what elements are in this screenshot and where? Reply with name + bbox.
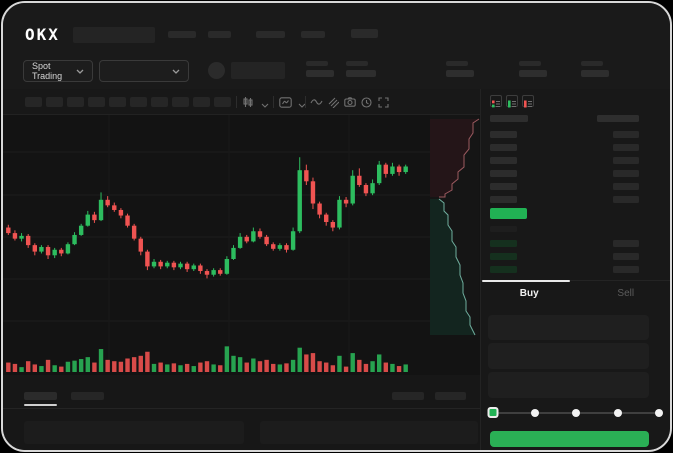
- timeframe-button-placeholder[interactable]: [88, 97, 105, 107]
- ob-amount-placeholder: [613, 157, 639, 164]
- timeframe-button-placeholder[interactable]: [109, 97, 126, 107]
- chevron-down-icon[interactable]: [258, 98, 272, 112]
- ob-price-placeholder[interactable]: [490, 144, 517, 151]
- ob-amount-placeholder: [613, 144, 639, 151]
- ob-header-price-placeholder: [490, 115, 528, 122]
- stat-value-placeholder: [519, 70, 547, 77]
- divider: [3, 408, 480, 409]
- trade-tab-bar: Buy Sell: [481, 280, 670, 306]
- nav-item-placeholder: [168, 31, 196, 38]
- ob-price-placeholder[interactable]: [490, 131, 517, 138]
- trend-line-icon[interactable]: [309, 95, 323, 109]
- timeframe-button-placeholder[interactable]: [46, 97, 63, 107]
- tab-buy[interactable]: Buy: [481, 280, 578, 306]
- timeframe-button-placeholder[interactable]: [130, 97, 147, 107]
- stat-value-placeholder: [306, 70, 334, 77]
- history-table-placeholder: [260, 421, 478, 444]
- top-header: OKX Spot Trading: [3, 3, 670, 89]
- chevron-down-icon[interactable]: [295, 98, 309, 112]
- ob-price-placeholder[interactable]: [490, 170, 517, 177]
- chart-toolbar: [3, 89, 480, 115]
- nav-item-placeholder: [301, 31, 325, 38]
- indicators-icon[interactable]: [278, 95, 292, 109]
- market-type-label: Spot Trading: [32, 61, 63, 81]
- timeframe-button-placeholder[interactable]: [151, 97, 168, 107]
- stat-label-placeholder: [519, 61, 541, 66]
- timeframe-button-placeholder[interactable]: [193, 97, 210, 107]
- coin-icon-placeholder: [208, 62, 225, 79]
- slider-stop-25[interactable]: [530, 409, 539, 417]
- market-type-dropdown[interactable]: Spot Trading: [23, 60, 93, 82]
- ob-price-placeholder[interactable]: [490, 253, 517, 260]
- ob-amount-placeholder: [613, 266, 639, 273]
- stat-value-placeholder: [581, 70, 609, 77]
- slider-stop-50[interactable]: [572, 409, 580, 417]
- bottom-tab-placeholder[interactable]: [71, 392, 104, 400]
- order-book-panel: Buy Sell: [480, 89, 670, 450]
- fullscreen-icon[interactable]: [376, 95, 390, 109]
- tab-sell[interactable]: Sell: [617, 288, 635, 299]
- okx-logo: OKX: [25, 25, 60, 44]
- ob-price-placeholder[interactable]: [490, 157, 517, 164]
- ob-amount-placeholder: [613, 131, 639, 138]
- bottom-action-placeholder[interactable]: [435, 392, 466, 400]
- nav-item-placeholder: [351, 29, 378, 38]
- stat-value-placeholder: [346, 70, 376, 77]
- stat-label-placeholder: [581, 61, 603, 66]
- nav-item-placeholder: [208, 31, 231, 38]
- slider-stop-75[interactable]: [613, 409, 622, 417]
- stat-label-placeholder: [446, 61, 468, 66]
- ob-price-placeholder[interactable]: [490, 266, 517, 273]
- chevron-down-icon: [76, 69, 84, 74]
- ob-price-placeholder[interactable]: [490, 196, 517, 203]
- timeframe-button-placeholder[interactable]: [172, 97, 189, 107]
- slider-stop-100[interactable]: [655, 409, 663, 417]
- search-placeholder: [73, 27, 155, 43]
- amount-input-placeholder[interactable]: [488, 343, 649, 369]
- chevron-down-icon: [172, 69, 180, 74]
- ob-amount-placeholder: [613, 253, 639, 260]
- ob-price-placeholder[interactable]: [490, 183, 517, 190]
- candlestick-style-icon[interactable]: [241, 95, 255, 109]
- price-input-placeholder[interactable]: [488, 315, 649, 340]
- ob-header-amount-placeholder: [597, 115, 639, 122]
- timeframe-button-placeholder[interactable]: [25, 97, 42, 107]
- bottom-orders-section: [3, 375, 480, 450]
- bottom-action-placeholder[interactable]: [392, 392, 424, 400]
- book-bids-only-icon[interactable]: [506, 95, 518, 108]
- stat-value-placeholder: [446, 70, 474, 77]
- drawing-tools-icon[interactable]: [326, 95, 340, 109]
- ob-price-placeholder[interactable]: [490, 240, 517, 247]
- nav-item-placeholder: [256, 31, 285, 38]
- ob-amount-placeholder: [613, 170, 639, 177]
- last-price-highlight[interactable]: [490, 208, 527, 219]
- bottom-tab-active-placeholder[interactable]: [24, 392, 57, 400]
- active-tab-underline: [24, 404, 57, 406]
- pair-name-placeholder: [231, 62, 285, 79]
- book-asks-only-icon[interactable]: [522, 95, 534, 108]
- pair-selector-dropdown[interactable]: [99, 60, 189, 82]
- timeframe-button-placeholder[interactable]: [214, 97, 231, 107]
- amount-percent-slider[interactable]: [487, 406, 663, 420]
- stat-label-placeholder: [346, 61, 368, 66]
- buy-button[interactable]: [490, 431, 649, 447]
- candlestick-chart[interactable]: [3, 115, 480, 375]
- total-input-placeholder[interactable]: [488, 372, 649, 398]
- history-clock-icon[interactable]: [359, 95, 373, 109]
- ob-dim-row-placeholder: [490, 226, 517, 232]
- timeframe-button-placeholder[interactable]: [67, 97, 84, 107]
- ob-amount-placeholder: [613, 240, 639, 247]
- ob-amount-placeholder: [613, 196, 639, 203]
- book-combined-icon[interactable]: [490, 95, 502, 108]
- slider-stop-0[interactable]: [487, 407, 499, 418]
- camera-snapshot-icon[interactable]: [343, 95, 357, 109]
- stat-label-placeholder: [306, 61, 328, 66]
- orders-table-placeholder: [24, 421, 244, 444]
- ob-amount-placeholder: [613, 183, 639, 190]
